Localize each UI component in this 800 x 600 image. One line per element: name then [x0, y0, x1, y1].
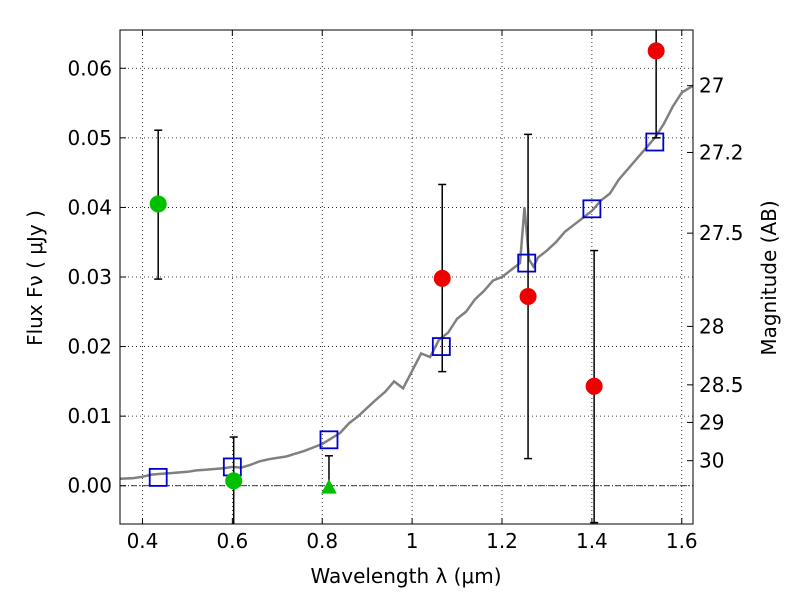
observed-circle: [433, 269, 451, 287]
right-tick-label: 27.2: [699, 140, 744, 164]
x-tick-label: 0.6: [216, 529, 248, 553]
observed-circle: [585, 377, 603, 395]
model-photometry-points: [148, 132, 665, 487]
right-tick-label: 29: [699, 410, 724, 434]
y-tick-label: 0.05: [67, 126, 112, 150]
model-photometry-square: [148, 467, 168, 487]
y-axis-label: Flux Fν ( μJy ): [23, 210, 47, 346]
x-tick-label: 0.4: [127, 529, 159, 553]
model-spectrum: [119, 84, 694, 481]
y-tick-label: 0.04: [67, 195, 112, 219]
x-tick-label: 1.4: [576, 529, 608, 553]
model-photometry-square: [582, 199, 602, 219]
y-tick-label: 0.01: [67, 404, 112, 428]
x-axis-label: Wavelength λ (μm): [310, 564, 501, 588]
x-tick-label: 1.2: [486, 529, 518, 553]
right-tick-label: 28.5: [699, 373, 744, 397]
grid-lines: [120, 30, 693, 524]
x-tick-label: 1.6: [666, 529, 698, 553]
axis-ticks: 0.4 0.6 0.8 1 1.2 1.4 1.6 0.00 0.01 0.02 0.03 0.04 0…: [67, 30, 744, 553]
model-photometry-square: [319, 430, 339, 450]
x-tick-label: 0.8: [306, 529, 338, 553]
plot-frame: [119, 29, 694, 525]
observed-circle: [225, 472, 243, 490]
right-tick-label: 30: [699, 449, 724, 473]
spectrum-line: [119, 84, 694, 481]
y-tick-label: 0.06: [67, 56, 112, 80]
y-tick-label: 0.02: [67, 335, 112, 359]
right-axis-label: Magnitude (AB): [757, 200, 781, 355]
observed-triangle: [321, 479, 337, 494]
y-tick-label: 0.03: [67, 265, 112, 289]
observed-circle: [149, 195, 167, 213]
right-tick-label: 27.5: [699, 221, 744, 245]
x-tick-label: 1: [406, 529, 419, 553]
observed-points: [149, 42, 665, 494]
observed-circle: [647, 42, 665, 60]
model-photometry-square: [645, 132, 665, 152]
right-tick-label: 27: [699, 74, 724, 98]
observed-circle: [519, 287, 537, 305]
model-photometry-square: [517, 253, 537, 273]
y-tick-label: 0.00: [67, 474, 112, 498]
model-photometry-square: [431, 337, 451, 356]
right-tick-label: 28: [699, 314, 724, 338]
